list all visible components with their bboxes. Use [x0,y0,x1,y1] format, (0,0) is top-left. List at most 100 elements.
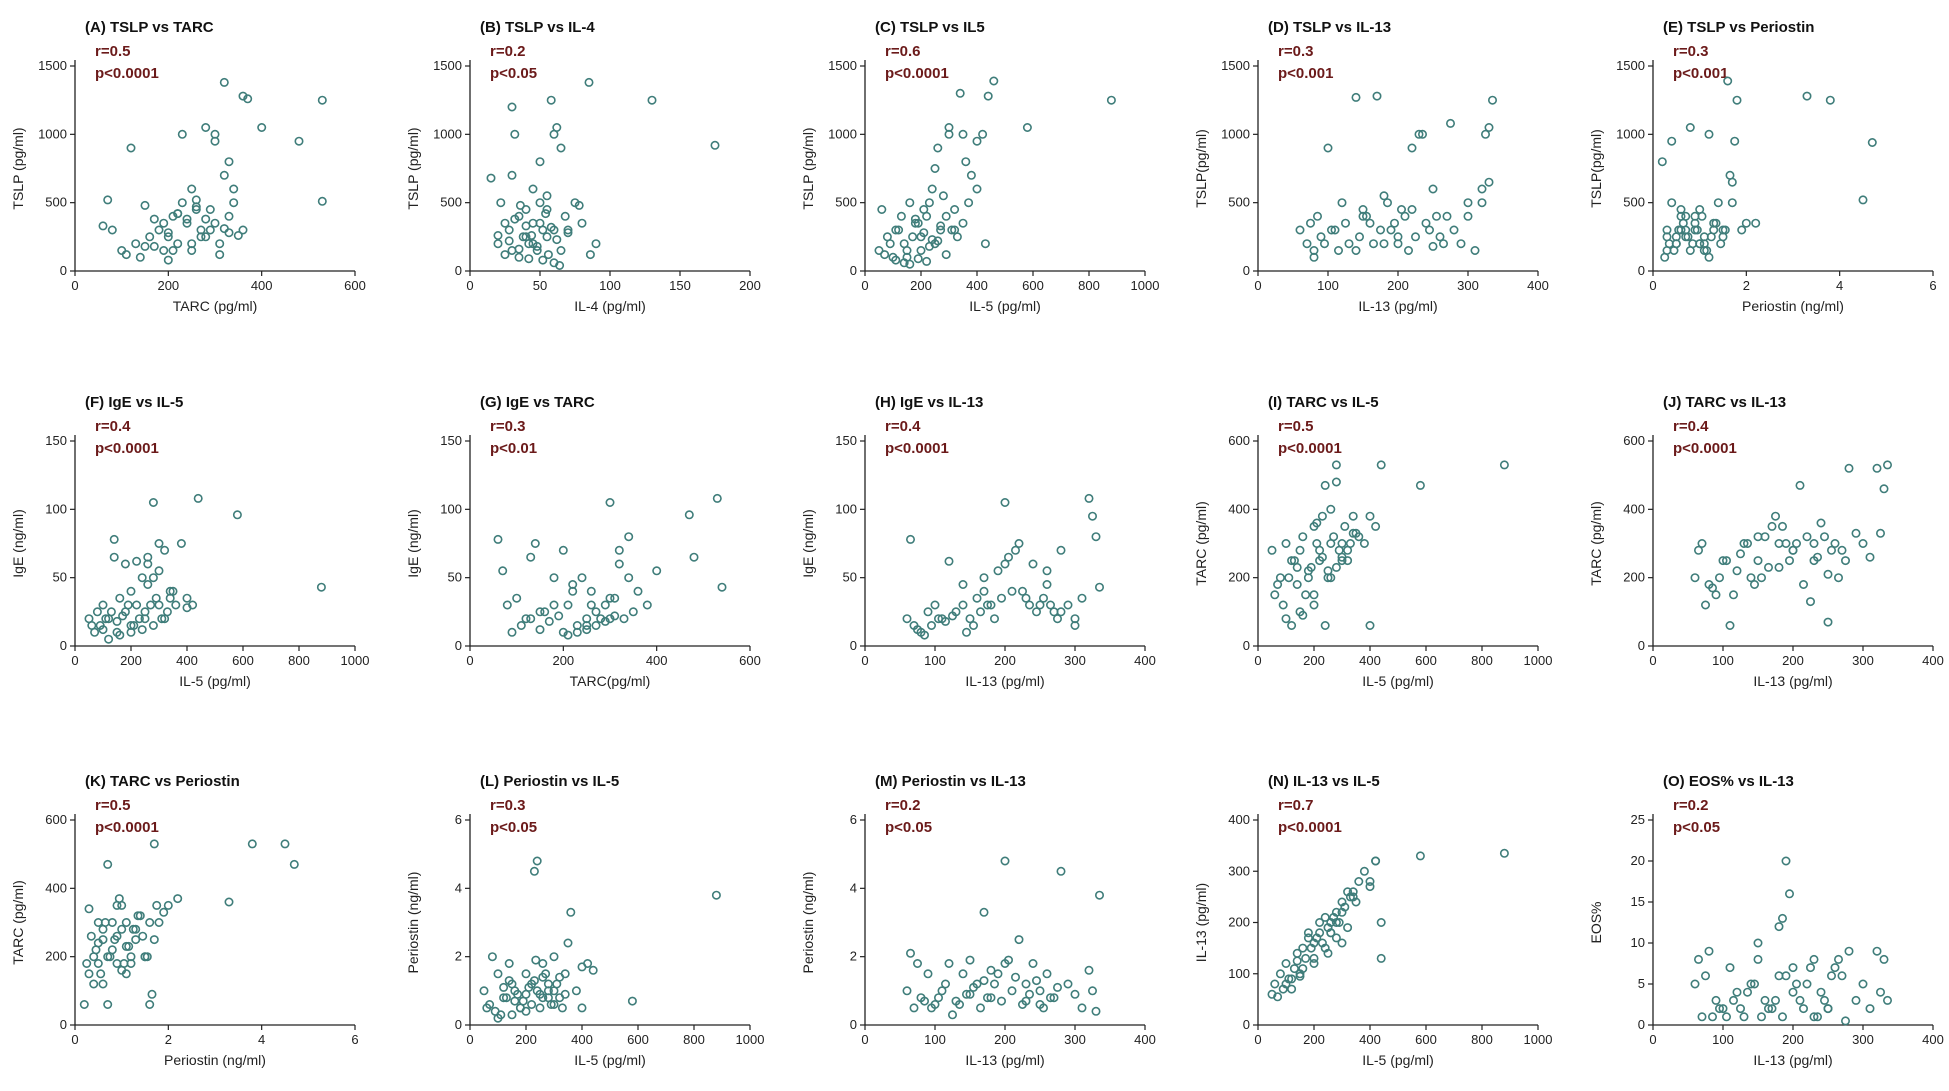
data-point [586,600,596,610]
data-point [126,143,136,153]
data-point [527,231,537,241]
data-point [232,510,242,520]
data-point [479,986,489,996]
chart-title: (L) Periostin vs IL-5 [480,773,619,790]
data-point [1477,198,1487,208]
chart-title: (B) TSLP vs IL-4 [480,19,595,36]
data-point [710,140,720,150]
data-point [989,614,999,624]
data-point [1418,129,1428,139]
y-tick-label: 400 [45,880,67,895]
data-point [596,614,606,624]
chart-title: (N) IL-13 vs IL-5 [1268,773,1380,790]
x-tick-label: 600 [1022,278,1044,293]
chart-title: (O) EOS% vs IL-13 [1663,773,1794,790]
data-point [919,205,929,215]
data-point [958,600,968,610]
data-point [1858,979,1868,989]
data-point [1292,562,1302,572]
data-point [1883,460,1893,470]
x-tick-label: 800 [1078,278,1100,293]
data-point [143,559,153,569]
data-point [1739,1012,1749,1022]
data-point [684,510,694,520]
data-point [154,225,164,235]
data-point [1788,987,1798,997]
data-point [1331,477,1341,487]
chart-title: (F) IgE vs IL-5 [85,394,183,411]
data-point [591,239,601,249]
data-point [1727,198,1737,208]
data-point [986,600,996,610]
data-point [563,938,573,948]
y-tick-label: 1500 [1221,58,1250,73]
data-point [1292,579,1302,589]
x-tick-label: 0 [1254,653,1261,668]
data-point [1722,1012,1732,1022]
y-tick-label: 400 [1228,501,1250,516]
x-tick-label: 200 [994,1032,1016,1047]
data-point [1753,938,1763,948]
data-point [118,611,128,621]
data-point [582,625,592,635]
data-point [926,620,936,630]
data-point [717,582,727,592]
data-point [1671,232,1681,242]
data-point [1685,123,1695,133]
data-point [1278,600,1288,610]
data-point [1303,933,1313,943]
data-point [1298,964,1308,974]
x-tick-label: 300 [1064,1032,1086,1047]
x-axis-label: IL-5 (pg/ml) [969,298,1041,314]
data-point [1771,995,1781,1005]
data-point [950,205,960,215]
x-tick-label: 0 [466,1032,473,1047]
data-point [219,224,229,234]
x-tick-label: 800 [683,1032,705,1047]
data-point [556,143,566,153]
chart-panel-10: (J) TARC vs IL-13 0 100 200 300 400 0 200 400 600… [1588,394,1944,689]
data-point [529,866,539,876]
data-point [979,907,989,917]
data-point [1743,538,1753,548]
x-tick-label: 50 [533,278,547,293]
data-point [215,239,225,249]
data-point [1697,538,1707,548]
data-point [498,566,508,576]
data-point [182,593,192,603]
data-point [507,170,517,180]
y-axis-label: IL-13 (pg/ml) [1193,883,1209,962]
correlation-r-label: r=0.4 [885,418,921,435]
x-tick-label: 600 [1415,653,1437,668]
x-tick-label: 4 [258,1032,265,1047]
x-tick-label: 2 [1743,278,1750,293]
data-point [996,593,1006,603]
p-value-label: p<0.05 [885,819,932,836]
data-point [1334,246,1344,256]
data-point [1739,538,1749,548]
data-point [90,627,100,637]
data-point [1732,566,1742,576]
data-point [1690,573,1700,583]
data-point [160,545,170,555]
data-point [219,77,229,87]
data-point [117,924,127,934]
data-point [965,955,975,965]
data-point [1813,552,1823,562]
y-tick-label: 150 [45,433,67,448]
data-point [115,593,125,603]
x-tick-label: 200 [994,653,1016,668]
data-point [103,999,113,1009]
x-tick-label: 100 [1712,1032,1734,1047]
data-point [1315,928,1325,938]
data-point [201,232,211,242]
data-point [493,534,503,544]
data-point [543,993,553,1003]
data-point [1477,184,1487,194]
data-point [933,143,943,153]
data-point [586,586,596,596]
data-point [1323,573,1333,583]
x-axis-label: IL-5 (pg/ml) [574,1052,646,1068]
data-point [938,191,948,201]
data-point [965,989,975,999]
